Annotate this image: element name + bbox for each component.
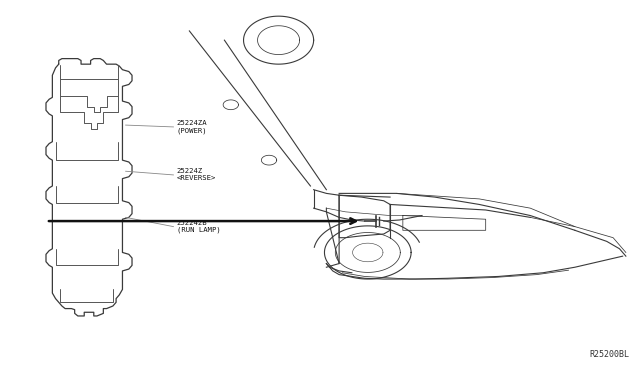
Text: 25224ZA
(POWER): 25224ZA (POWER) <box>177 120 207 134</box>
Text: 25224Z
<REVERSE>: 25224Z <REVERSE> <box>177 169 216 182</box>
Text: 252242B
(RUN LAMP): 252242B (RUN LAMP) <box>177 220 220 233</box>
Text: R25200BL: R25200BL <box>589 350 629 359</box>
